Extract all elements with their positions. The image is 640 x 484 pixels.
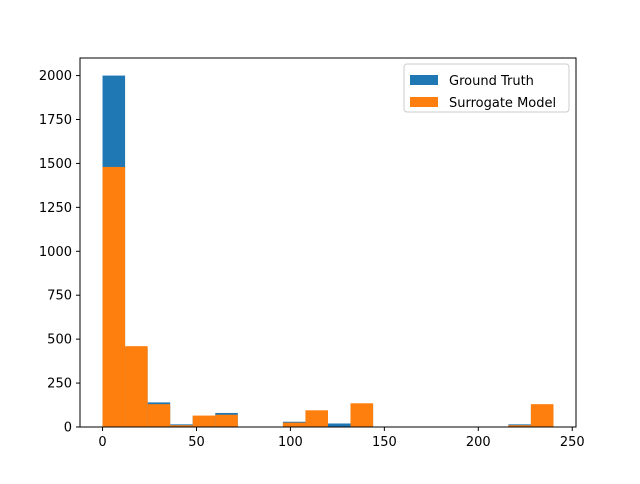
legend-box: [403, 63, 570, 113]
y-tick-label: 1500: [39, 157, 72, 172]
series-surrogate-model: [102, 166, 554, 427]
x-tick-label: 100: [278, 435, 303, 450]
bar-surrogate-model-9: [305, 410, 328, 427]
y-tick-label: 2000: [39, 69, 72, 84]
bar-surrogate-model-11: [350, 403, 374, 427]
legend-label: Ground Truth: [449, 74, 534, 89]
y-tick-label: 1000: [39, 245, 72, 260]
legend-label: Surrogate Model: [449, 96, 556, 111]
y-tick-label: 1750: [39, 113, 72, 128]
y-tick-label: 750: [47, 289, 72, 304]
y-tick-label: 0: [64, 421, 72, 436]
legend-swatch: [410, 97, 438, 107]
bar-surrogate-model-4: [192, 415, 216, 427]
bar-surrogate-model-0: [102, 166, 126, 427]
bar-surrogate-model-18: [508, 425, 531, 427]
plot-frame: [79, 57, 577, 428]
bar-surrogate-model-1: [125, 346, 148, 427]
y-axis: 0 250 500 750 1000 1250 1500 1750 2000: [39, 69, 80, 436]
y-tick-label: 1250: [39, 201, 72, 216]
bar-surrogate-model-8: [282, 422, 306, 427]
x-axis: 0 50 100 150 200 250: [98, 427, 585, 450]
bar-surrogate-model-5: [215, 414, 238, 427]
x-tick-label: 200: [466, 435, 491, 450]
x-tick-label: 150: [372, 435, 397, 450]
x-tick-label: 250: [560, 435, 585, 450]
bar-surrogate-model-3: [170, 425, 193, 427]
x-tick-label: 50: [188, 435, 205, 450]
legend-swatch: [410, 75, 438, 85]
y-tick-label: 500: [47, 333, 72, 348]
bars-layer: [102, 75, 554, 428]
bar-surrogate-model-2: [147, 404, 171, 427]
bar-ground-truth-10: [328, 423, 351, 427]
legend: Ground Truth Surrogate Model: [403, 63, 570, 113]
x-tick-label: 0: [98, 435, 106, 450]
y-tick-label: 250: [47, 377, 72, 392]
bar-surrogate-model-19: [530, 404, 554, 427]
